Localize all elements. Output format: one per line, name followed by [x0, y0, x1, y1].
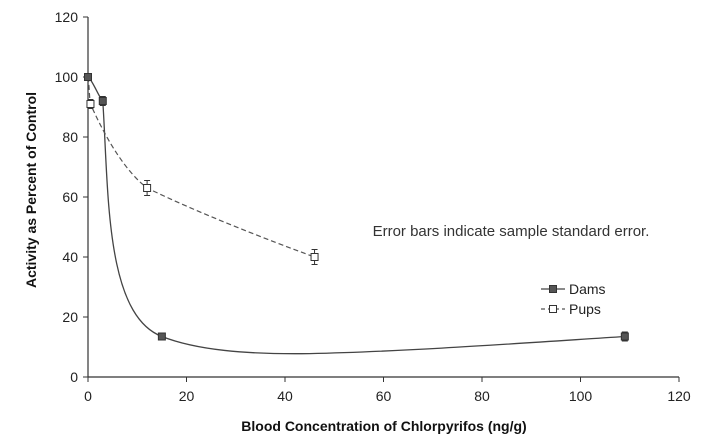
x-tick-label: 120 — [667, 388, 691, 404]
series-dams-point — [157, 332, 166, 341]
legend-pups-label: Pups — [569, 301, 601, 317]
plot-area: 0 20 40 60 80 100 120 0 20 40 60 80 100 120 Dams Pups — [55, 9, 691, 404]
series-dams-point — [620, 332, 629, 341]
y-tick-label: 100 — [55, 69, 79, 85]
x-tick-label: 20 — [179, 388, 195, 404]
legend-dams-label: Dams — [569, 281, 606, 297]
series-pups-point — [86, 100, 95, 108]
series-dams-point — [84, 73, 92, 81]
y-tick-label: 60 — [62, 189, 78, 205]
x-tick-label: 80 — [474, 388, 490, 404]
series-pups-line — [87, 76, 315, 258]
series-dams-point — [98, 97, 107, 105]
error-bar-annotation: Error bars indicate sample standard erro… — [373, 223, 650, 240]
x-tick-label: 0 — [84, 388, 92, 404]
legend-pups-marker — [549, 305, 557, 313]
series-dams-line — [87, 76, 625, 355]
series-pups-point — [310, 253, 319, 261]
legend-dams-marker — [549, 285, 557, 293]
y-axis-title-group: Activity as Percent of Control — [23, 92, 39, 288]
y-axis-title: Activity as Percent of Control — [23, 92, 39, 288]
y-tick-label: 0 — [70, 369, 78, 385]
x-tick-label: 60 — [376, 388, 392, 404]
y-tick-label: 20 — [62, 309, 78, 325]
y-tick-label: 80 — [62, 129, 78, 145]
x-axis-title: Blood Concentration of Chlorpyrifos (ng/… — [241, 418, 526, 434]
x-tick-label: 40 — [277, 388, 293, 404]
y-tick-label: 40 — [62, 249, 78, 265]
series-pups-point — [143, 184, 152, 192]
y-tick-label: 120 — [55, 9, 79, 25]
x-tick-label: 100 — [569, 388, 593, 404]
